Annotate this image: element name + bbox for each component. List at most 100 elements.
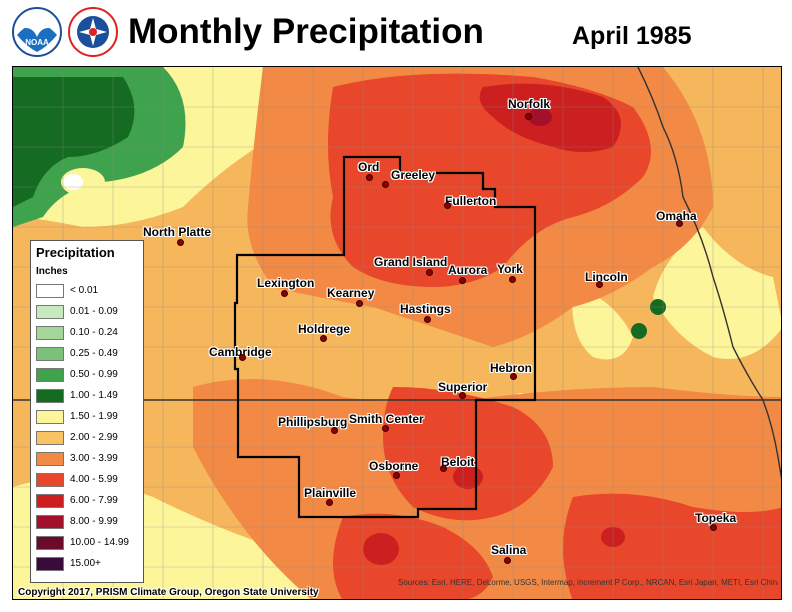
map-title: Monthly Precipitation <box>128 12 484 51</box>
zone-1-1-49 <box>13 77 135 207</box>
city-label: Omaha <box>656 209 697 223</box>
legend-item: 4.00 - 5.99 <box>36 473 140 489</box>
legend-label: 6.00 - 7.99 <box>70 495 118 506</box>
legend-item: 3.00 - 3.99 <box>36 452 140 468</box>
city-dot <box>393 472 400 479</box>
city-label: Holdrege <box>298 322 351 336</box>
city-label: Kearney <box>327 286 375 300</box>
legend-label: 1.00 - 1.49 <box>70 390 118 401</box>
city-label: Topeka <box>695 511 737 525</box>
legend-label: 10.00 - 14.99 <box>70 537 129 548</box>
legend-label: 3.00 - 3.99 <box>70 453 118 464</box>
legend-label: 8.00 - 9.99 <box>70 516 118 527</box>
legend-units: Inches <box>36 266 68 277</box>
city-dot <box>504 557 511 564</box>
legend-swatch <box>36 347 64 361</box>
city-dot <box>525 113 532 120</box>
legend-swatch <box>36 410 64 424</box>
city-label: Smith Center <box>349 412 424 426</box>
legend-swatch <box>36 473 64 487</box>
zone-4-6 <box>563 493 781 599</box>
city-label: Phillipsburg <box>278 415 348 429</box>
legend-swatch <box>36 284 64 298</box>
city-dot <box>326 499 333 506</box>
legend-item: 0.01 - 0.09 <box>36 305 140 321</box>
city-label: Norfolk <box>508 97 550 111</box>
city-dot <box>382 425 389 432</box>
legend-swatch <box>36 494 64 508</box>
source-attribution: Sources: Esri, HERE, DeLorme, USGS, Inte… <box>398 578 778 587</box>
city-label: Grand Island <box>374 255 448 269</box>
noaa-logo: NOAA <box>12 7 62 57</box>
city-dot <box>239 354 246 361</box>
city-dot <box>710 524 717 531</box>
city-dot <box>281 290 288 297</box>
map-canvas <box>13 67 781 599</box>
city-dot <box>510 373 517 380</box>
map-date: April 1985 <box>572 22 692 50</box>
zone-1-5-2 <box>572 287 633 360</box>
city-label: Hastings <box>400 302 451 316</box>
legend-swatch <box>36 536 64 550</box>
legend-label: 1.50 - 1.99 <box>70 411 118 422</box>
city-dot <box>440 465 447 472</box>
city-label: Lexington <box>257 276 315 290</box>
city-label: Greeley <box>391 168 436 182</box>
svg-text:NOAA: NOAA <box>25 38 49 47</box>
legend-swatch <box>36 305 64 319</box>
state-border-river <box>637 67 781 480</box>
legend-label: 0.01 - 0.09 <box>70 306 118 317</box>
cwa-outline <box>233 155 537 519</box>
legend-swatch <box>36 515 64 529</box>
city-label: Osborne <box>369 459 419 473</box>
city-dot <box>382 181 389 188</box>
legend-swatch <box>36 431 64 445</box>
city-label: Superior <box>438 380 488 394</box>
header: NOAA Monthly Precipitation April 1985 <box>0 0 792 66</box>
legend-item: 6.00 - 7.99 <box>36 494 140 510</box>
city-dot <box>596 281 603 288</box>
legend-label: < 0.01 <box>70 285 99 296</box>
city-dot <box>331 427 338 434</box>
legend-label: 0.25 - 0.49 <box>70 348 118 359</box>
legend-item: 1.00 - 1.49 <box>36 389 140 405</box>
legend-item: < 0.01 <box>36 284 140 300</box>
city-label: Fullerton <box>445 194 497 208</box>
city-dot <box>366 174 373 181</box>
city-dot <box>676 220 683 227</box>
legend-item: 10.00 - 14.99 <box>36 536 140 552</box>
city-dot <box>459 392 466 399</box>
city-label: Aurora <box>448 263 488 277</box>
city-dot <box>509 276 516 283</box>
city-label: Ord <box>358 160 380 174</box>
legend-label: 0.50 - 0.99 <box>70 369 118 380</box>
city-label: Salina <box>491 543 527 557</box>
legend-item: 0.50 - 0.99 <box>36 368 140 384</box>
legend-item: 0.25 - 0.49 <box>36 347 140 363</box>
city-label: North Platte <box>143 225 212 239</box>
city-label: Cambridge <box>209 345 272 359</box>
legend-item: 15.00+ <box>36 557 140 573</box>
zone-1-5-2 <box>653 227 781 359</box>
zone-3-4 <box>572 227 653 280</box>
legend: Precipitation Inches < 0.01 0.01 - 0.09 0.… <box>30 240 144 583</box>
city-dot <box>320 335 327 342</box>
city-dot <box>426 269 433 276</box>
city-dot <box>444 202 451 209</box>
legend-swatch <box>36 452 64 466</box>
legend-swatch <box>36 389 64 403</box>
nws-logo <box>68 7 118 57</box>
legend-title: Precipitation <box>36 245 115 260</box>
legend-swatch <box>36 557 64 571</box>
legend-swatch <box>36 368 64 382</box>
legend-label: 4.00 - 5.99 <box>70 474 118 485</box>
legend-label: 0.10 - 0.24 <box>70 327 118 338</box>
legend-item: 1.50 - 1.99 <box>36 410 140 426</box>
city-label: Plainville <box>304 486 357 500</box>
city-label: Hebron <box>490 361 532 375</box>
legend-label: 2.00 - 2.99 <box>70 432 118 443</box>
city-label: York <box>497 262 523 276</box>
city-label: Lincoln <box>585 270 628 284</box>
city-label: Beloit <box>441 455 475 469</box>
legend-item: 0.10 - 0.24 <box>36 326 140 342</box>
